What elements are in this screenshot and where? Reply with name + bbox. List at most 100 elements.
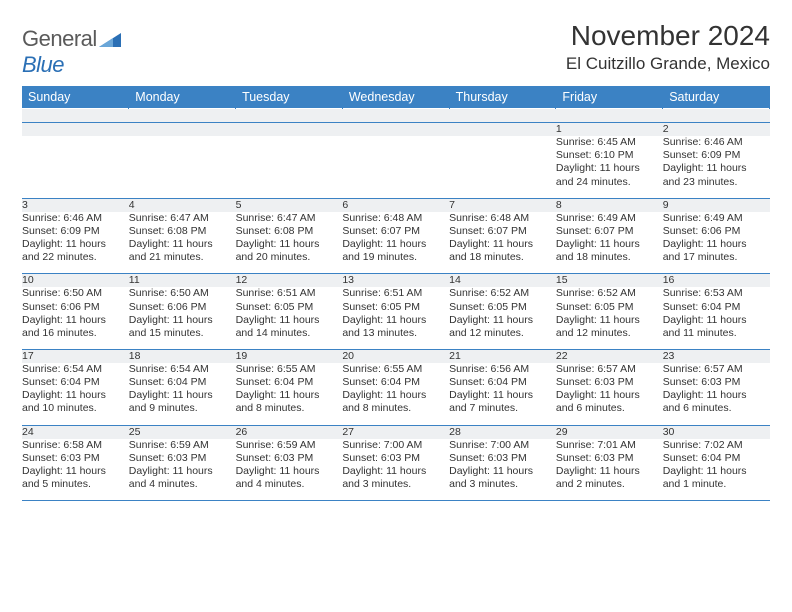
cell-text: and 8 minutes. [342,402,449,415]
day-content-cell: Sunrise: 7:01 AMSunset: 6:03 PMDaylight:… [556,439,663,501]
day-number-cell: 20 [342,349,449,363]
day-number-cell [236,123,343,137]
cell-text: Sunrise: 6:46 AM [663,136,770,149]
calendar-table: SundayMondayTuesdayWednesdayThursdayFrid… [22,86,770,501]
cell-text: Daylight: 11 hours [342,238,449,251]
cell-text: and 17 minutes. [663,251,770,264]
day-number-cell: 17 [22,349,129,363]
cell-text: Sunrise: 6:53 AM [663,287,770,300]
day-content-cell: Sunrise: 7:02 AMSunset: 6:04 PMDaylight:… [663,439,770,501]
cell-text: Sunset: 6:05 PM [236,301,343,314]
cell-text: Sunset: 6:05 PM [342,301,449,314]
cell-text: Sunset: 6:03 PM [556,376,663,389]
day-number-cell: 8 [556,198,663,212]
cell-text: Daylight: 11 hours [342,389,449,402]
day-number-cell [22,123,129,137]
cell-text: and 19 minutes. [342,251,449,264]
day-content-row: Sunrise: 6:45 AMSunset: 6:10 PMDaylight:… [22,136,770,198]
cell-text: Sunrise: 6:49 AM [663,212,770,225]
logo: GeneralBlue [22,20,121,78]
cell-text: Daylight: 11 hours [22,238,129,251]
day-number-cell: 14 [449,274,556,288]
cell-text: Daylight: 11 hours [663,238,770,251]
cell-text: Sunset: 6:07 PM [342,225,449,238]
cell-text: and 15 minutes. [129,327,236,340]
calendar-header-row: SundayMondayTuesdayWednesdayThursdayFrid… [22,86,770,109]
cell-text: Sunset: 6:09 PM [663,149,770,162]
cell-text: Daylight: 11 hours [22,389,129,402]
cell-text: Sunset: 6:04 PM [22,376,129,389]
cell-text: Sunset: 6:03 PM [22,452,129,465]
cell-text: and 4 minutes. [236,478,343,491]
day-content-cell: Sunrise: 6:55 AMSunset: 6:04 PMDaylight:… [236,363,343,425]
day-content-cell: Sunrise: 6:48 AMSunset: 6:07 PMDaylight:… [342,212,449,274]
cell-text: Sunset: 6:03 PM [449,452,556,465]
cell-text: Sunrise: 6:59 AM [129,439,236,452]
cell-text: and 3 minutes. [342,478,449,491]
cell-text: Daylight: 11 hours [236,389,343,402]
cell-text: Sunset: 6:08 PM [236,225,343,238]
cell-text: Daylight: 11 hours [129,465,236,478]
day-number-row: 24252627282930 [22,425,770,439]
header: GeneralBlue November 2024 El Cuitzillo G… [22,20,770,78]
weekday-header: Thursday [449,86,556,109]
weekday-header: Wednesday [342,86,449,109]
day-content-cell: Sunrise: 6:51 AMSunset: 6:05 PMDaylight:… [236,287,343,349]
cell-text: Sunset: 6:03 PM [129,452,236,465]
day-number-cell: 26 [236,425,343,439]
day-number-cell: 29 [556,425,663,439]
day-number-cell: 11 [129,274,236,288]
day-number-cell: 28 [449,425,556,439]
cell-text: Daylight: 11 hours [236,314,343,327]
cell-text: and 18 minutes. [449,251,556,264]
cell-text: Sunset: 6:03 PM [556,452,663,465]
cell-text: Daylight: 11 hours [449,389,556,402]
day-number-cell: 2 [663,123,770,137]
cell-text: and 18 minutes. [556,251,663,264]
cell-text: Sunrise: 7:00 AM [449,439,556,452]
day-number-cell: 4 [129,198,236,212]
cell-text: Sunrise: 6:57 AM [663,363,770,376]
cell-text: Sunrise: 6:49 AM [556,212,663,225]
day-number-cell: 7 [449,198,556,212]
day-content-row: Sunrise: 6:46 AMSunset: 6:09 PMDaylight:… [22,212,770,274]
cell-text: Daylight: 11 hours [449,465,556,478]
day-content-cell [449,136,556,198]
logo-word1: General [22,26,97,51]
day-content-cell: Sunrise: 6:57 AMSunset: 6:03 PMDaylight:… [663,363,770,425]
cell-text: Sunset: 6:07 PM [556,225,663,238]
day-content-cell [129,136,236,198]
cell-text: and 23 minutes. [663,176,770,189]
cell-text: Sunrise: 6:50 AM [22,287,129,300]
cell-text: Sunrise: 6:48 AM [449,212,556,225]
cell-text: Daylight: 11 hours [449,314,556,327]
cell-text: and 4 minutes. [129,478,236,491]
day-content-cell [342,136,449,198]
logo-triangle-icon [99,33,121,47]
day-number-cell: 16 [663,274,770,288]
cell-text: Sunrise: 7:01 AM [556,439,663,452]
cell-text: and 6 minutes. [556,402,663,415]
cell-text: Sunset: 6:06 PM [663,225,770,238]
day-number-cell: 3 [22,198,129,212]
day-number-cell: 24 [22,425,129,439]
cell-text: Sunset: 6:04 PM [342,376,449,389]
cell-text: Daylight: 11 hours [663,162,770,175]
cell-text: and 2 minutes. [556,478,663,491]
day-number-row: 12 [22,123,770,137]
day-content-cell: Sunrise: 6:59 AMSunset: 6:03 PMDaylight:… [236,439,343,501]
day-content-cell [22,136,129,198]
cell-text: Sunrise: 6:52 AM [556,287,663,300]
cell-text: Sunset: 6:04 PM [663,452,770,465]
cell-text: and 1 minute. [663,478,770,491]
cell-text: Daylight: 11 hours [22,314,129,327]
day-content-cell: Sunrise: 6:52 AMSunset: 6:05 PMDaylight:… [449,287,556,349]
day-content-cell: Sunrise: 6:46 AMSunset: 6:09 PMDaylight:… [663,136,770,198]
cell-text: Daylight: 11 hours [556,314,663,327]
day-number-row: 17181920212223 [22,349,770,363]
cell-text: Sunrise: 6:59 AM [236,439,343,452]
cell-text: Daylight: 11 hours [129,314,236,327]
day-content-cell: Sunrise: 6:56 AMSunset: 6:04 PMDaylight:… [449,363,556,425]
cell-text: Sunrise: 6:57 AM [556,363,663,376]
weekday-header: Friday [556,86,663,109]
